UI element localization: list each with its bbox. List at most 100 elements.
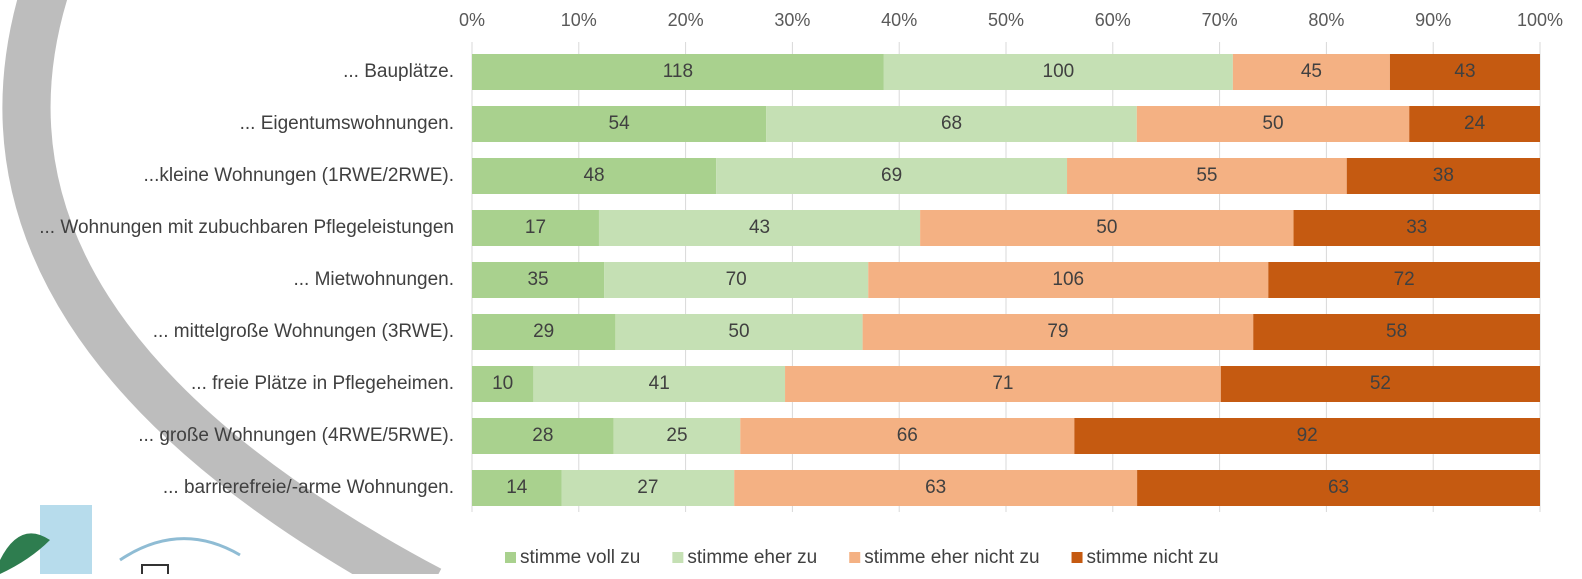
data-label: 41 — [649, 373, 670, 394]
category-label: ... freie Plätze in Pflegeheimen. — [191, 373, 454, 394]
category-label: ... barrierefreie/-arme Wohnungen. — [163, 477, 454, 498]
bar-segment — [472, 366, 534, 402]
plot: 0% 10% 20% 30% 40% 50% 60% 70% 80% 90% 100% ... Bau… — [39, 10, 1563, 568]
bar-segment — [1253, 314, 1540, 350]
x-tick-label: 100% — [1517, 10, 1563, 30]
category-label: ... große Wohnungen (4RWE/5RWE). — [138, 425, 454, 446]
data-label: 45 — [1301, 61, 1322, 82]
data-label: 106 — [1052, 269, 1084, 290]
x-tick-label: 80% — [1308, 10, 1344, 30]
bar-segment — [862, 314, 1254, 350]
bar-segment — [868, 262, 1269, 298]
x-tick-label: 70% — [1202, 10, 1238, 30]
legend-label: stimme voll zu — [520, 547, 640, 568]
bar-segment — [766, 106, 1137, 142]
data-label: 79 — [1047, 321, 1068, 342]
bar-segment — [472, 210, 599, 246]
data-label: 63 — [1328, 477, 1349, 498]
data-label: 48 — [583, 165, 604, 186]
bar-segment — [734, 470, 1138, 506]
x-tick-label: 90% — [1415, 10, 1451, 30]
data-label: 50 — [1262, 113, 1283, 134]
data-label: 17 — [525, 217, 546, 238]
bar-segment — [472, 158, 717, 194]
bar-segment — [1136, 106, 1410, 142]
bar-segment — [472, 314, 616, 350]
x-tick-label: 10% — [561, 10, 597, 30]
bar-segment — [533, 366, 786, 402]
category-label: ... mittelgroße Wohnungen (3RWE). — [153, 321, 454, 342]
legend-swatch — [849, 552, 861, 563]
data-label: 118 — [663, 61, 693, 82]
bar-segment — [740, 418, 1075, 454]
bar-segment — [1220, 366, 1540, 402]
data-label: 54 — [609, 113, 631, 134]
bar-segment — [1409, 106, 1540, 142]
bar-segment — [1346, 158, 1540, 194]
bar-segment — [472, 470, 562, 506]
category-label: ...kleine Wohnungen (1RWE/2RWE). — [144, 165, 454, 186]
data-label: 43 — [749, 217, 770, 238]
bar-segment — [1074, 418, 1540, 454]
x-tick-label: 0% — [459, 10, 485, 30]
bar-segment — [472, 54, 884, 90]
data-label: 50 — [728, 321, 749, 342]
data-label: 72 — [1394, 269, 1415, 290]
category-label: ... Eigentumswohnungen. — [240, 113, 454, 134]
data-label: 33 — [1406, 217, 1427, 238]
background-arc — [2, 0, 442, 579]
bar-segment — [920, 210, 1294, 246]
x-tick-label: 40% — [881, 10, 917, 30]
x-tick-label: 60% — [1095, 10, 1131, 30]
data-label: 52 — [1370, 373, 1391, 394]
bar-segment — [1293, 210, 1540, 246]
bar-segment — [604, 262, 869, 298]
bar-segment — [615, 314, 863, 350]
data-label: 68 — [941, 113, 962, 134]
legend-swatch — [1071, 552, 1083, 563]
data-label: 35 — [527, 269, 548, 290]
legend-label: stimme nicht zu — [1087, 547, 1219, 568]
legend-swatch — [505, 552, 516, 563]
bar-segment — [785, 366, 1221, 402]
bar-segment — [1389, 54, 1540, 90]
data-label: 24 — [1464, 113, 1486, 134]
legend-label: stimme eher zu — [687, 547, 817, 568]
data-label: 38 — [1433, 165, 1454, 186]
data-label: 29 — [533, 321, 554, 342]
data-label: 69 — [881, 165, 902, 186]
bar-segment — [598, 210, 921, 246]
bar-segment — [1137, 470, 1540, 506]
x-tick-label: 50% — [988, 10, 1024, 30]
x-tick-label: 30% — [774, 10, 810, 30]
data-label: 66 — [897, 425, 918, 446]
data-label: 10 — [492, 373, 513, 394]
bar-segment — [561, 470, 735, 506]
category-label: ... Wohnungen mit zubuchbaren Pflegeleis… — [39, 217, 454, 238]
data-label: 63 — [925, 477, 946, 498]
data-label: 92 — [1297, 425, 1318, 446]
logo — [0, 505, 241, 578]
bar-segment — [472, 262, 605, 298]
data-label: 58 — [1386, 321, 1407, 342]
x-tick-label: 20% — [668, 10, 704, 30]
data-label: 28 — [532, 425, 553, 446]
data-label: 71 — [992, 373, 1013, 394]
bar-segment — [1232, 54, 1390, 90]
bar-segment — [613, 418, 741, 454]
bar-segment — [883, 54, 1233, 90]
bar-segment — [716, 158, 1068, 194]
data-label: 55 — [1196, 165, 1217, 186]
bar-segment — [1268, 262, 1540, 298]
data-label: 14 — [506, 477, 528, 498]
category-label: ... Bauplätze. — [343, 61, 454, 82]
data-label: 70 — [726, 269, 747, 290]
legend-swatch — [672, 552, 684, 563]
bar-segment — [1067, 158, 1347, 194]
data-label: 100 — [1043, 61, 1075, 82]
bar-segment — [472, 106, 767, 142]
legend-label: stimme eher nicht zu — [864, 547, 1039, 568]
data-label: 50 — [1096, 217, 1117, 238]
